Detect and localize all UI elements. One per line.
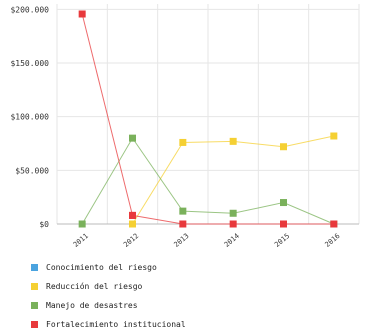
x-tick-label: 2014 (223, 232, 241, 249)
x-tick-label: 2013 (173, 232, 191, 249)
data-point[interactable] (330, 220, 338, 228)
legend: Conocimiento del riesgo Reducción del rie… (31, 258, 186, 334)
y-tick-label: $200.000 (10, 5, 49, 14)
data-point[interactable] (280, 220, 287, 228)
data-point[interactable] (280, 199, 287, 207)
y-tick-label: $150.000 (10, 59, 49, 68)
legend-swatch (31, 321, 38, 328)
data-point[interactable] (280, 143, 287, 151)
grid (56, 4, 360, 225)
data-point[interactable] (129, 220, 136, 228)
x-tick-label: 2016 (324, 232, 342, 249)
x-tick-label: 2015 (273, 232, 291, 249)
data-point[interactable] (179, 138, 187, 146)
data-point[interactable] (179, 220, 187, 228)
data-point[interactable] (129, 134, 136, 142)
y-tick-label: $100.000 (10, 113, 49, 122)
legend-label: Reducción del riesgo (46, 282, 143, 291)
y-tick-label: $0 (39, 220, 49, 229)
data-point[interactable] (229, 209, 237, 217)
y-tick-label: $50.000 (15, 166, 49, 175)
data-point[interactable] (179, 207, 187, 215)
legend-label: Manejo de desastres (46, 301, 138, 310)
legend-item[interactable]: Fortalecimiento institucional (31, 315, 186, 334)
data-point[interactable] (330, 132, 338, 140)
legend-item[interactable]: Manejo de desastres (31, 296, 186, 315)
data-point[interactable] (78, 10, 86, 18)
legend-swatch (31, 302, 38, 309)
legend-label: Fortalecimiento institucional (46, 320, 186, 329)
x-tick-label: 2012 (122, 232, 140, 249)
legend-swatch (31, 264, 38, 271)
legend-item[interactable]: Conocimiento del riesgo (31, 258, 186, 277)
data-point[interactable] (229, 137, 237, 145)
data-point[interactable] (229, 220, 237, 228)
legend-swatch (31, 283, 38, 290)
legend-label: Conocimiento del riesgo (46, 263, 157, 272)
series-line (81, 137, 335, 225)
data-point[interactable] (78, 220, 86, 228)
legend-item[interactable]: Reducción del riesgo (31, 277, 186, 296)
x-tick-label: 2011 (72, 232, 90, 249)
series-line (81, 13, 133, 216)
data-point[interactable] (129, 211, 136, 219)
series-layer (78, 10, 338, 228)
